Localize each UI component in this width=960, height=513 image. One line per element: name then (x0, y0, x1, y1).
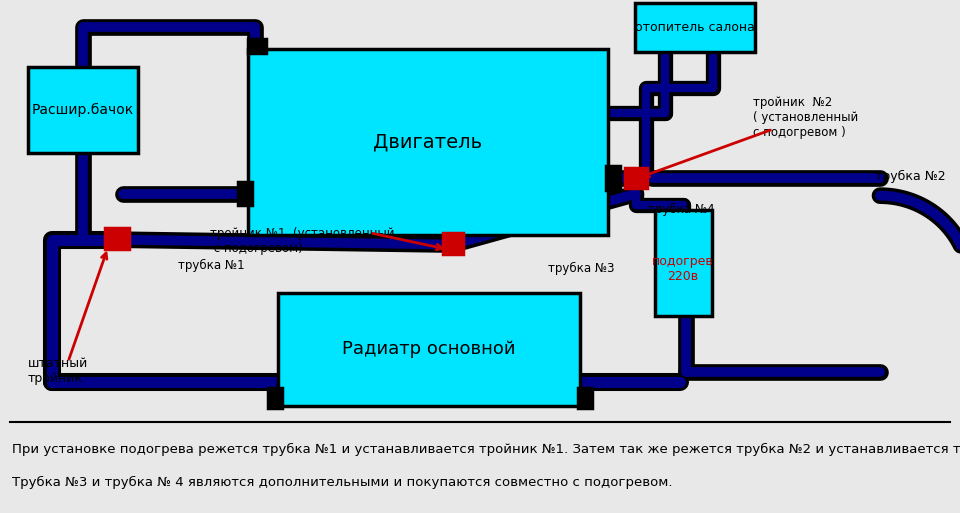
Bar (248, 39, 266, 53)
Text: отопитель салона: отопитель салона (636, 21, 755, 34)
Text: Радиатр основной: Радиатр основной (343, 340, 516, 358)
Text: Расшир.бачок: Расшир.бачок (32, 103, 134, 116)
Text: При установке подогрева режется трубка №1 и устанавливается тройник №1. Затем та: При установке подогрева режется трубка №… (12, 443, 960, 456)
Text: штатный
тройник: штатный тройник (28, 357, 88, 385)
Text: трубка №3: трубка №3 (548, 262, 614, 275)
Bar (105, 228, 129, 249)
Bar (578, 388, 592, 408)
Bar (655, 210, 712, 316)
Text: трубка №4: трубка №4 (648, 203, 714, 215)
Bar (248, 49, 608, 235)
Text: тройник №1  (установленный
 с подогревом): тройник №1 (установленный с подогревом) (210, 227, 395, 255)
Bar (278, 293, 580, 406)
Text: трубка №1: трубка №1 (178, 259, 245, 272)
Bar (635, 3, 755, 52)
Bar (625, 168, 647, 188)
Text: Трубка №3 и трубка № 4 являются дополнительными и покупаются совместно с подогре: Трубка №3 и трубка № 4 являются дополнит… (12, 476, 672, 489)
Text: тройник  №2
( установленный
с подогревом ): тройник №2 ( установленный с подогревом … (753, 96, 858, 139)
Text: подогрев
220в: подогрев 220в (652, 255, 714, 283)
Text: Двигатель: Двигатель (373, 132, 483, 151)
Bar (443, 233, 463, 254)
Bar (268, 388, 282, 408)
Bar (606, 166, 620, 190)
Bar (28, 67, 138, 152)
Bar (238, 182, 252, 205)
Text: трубка №2: трубка №2 (875, 170, 946, 183)
